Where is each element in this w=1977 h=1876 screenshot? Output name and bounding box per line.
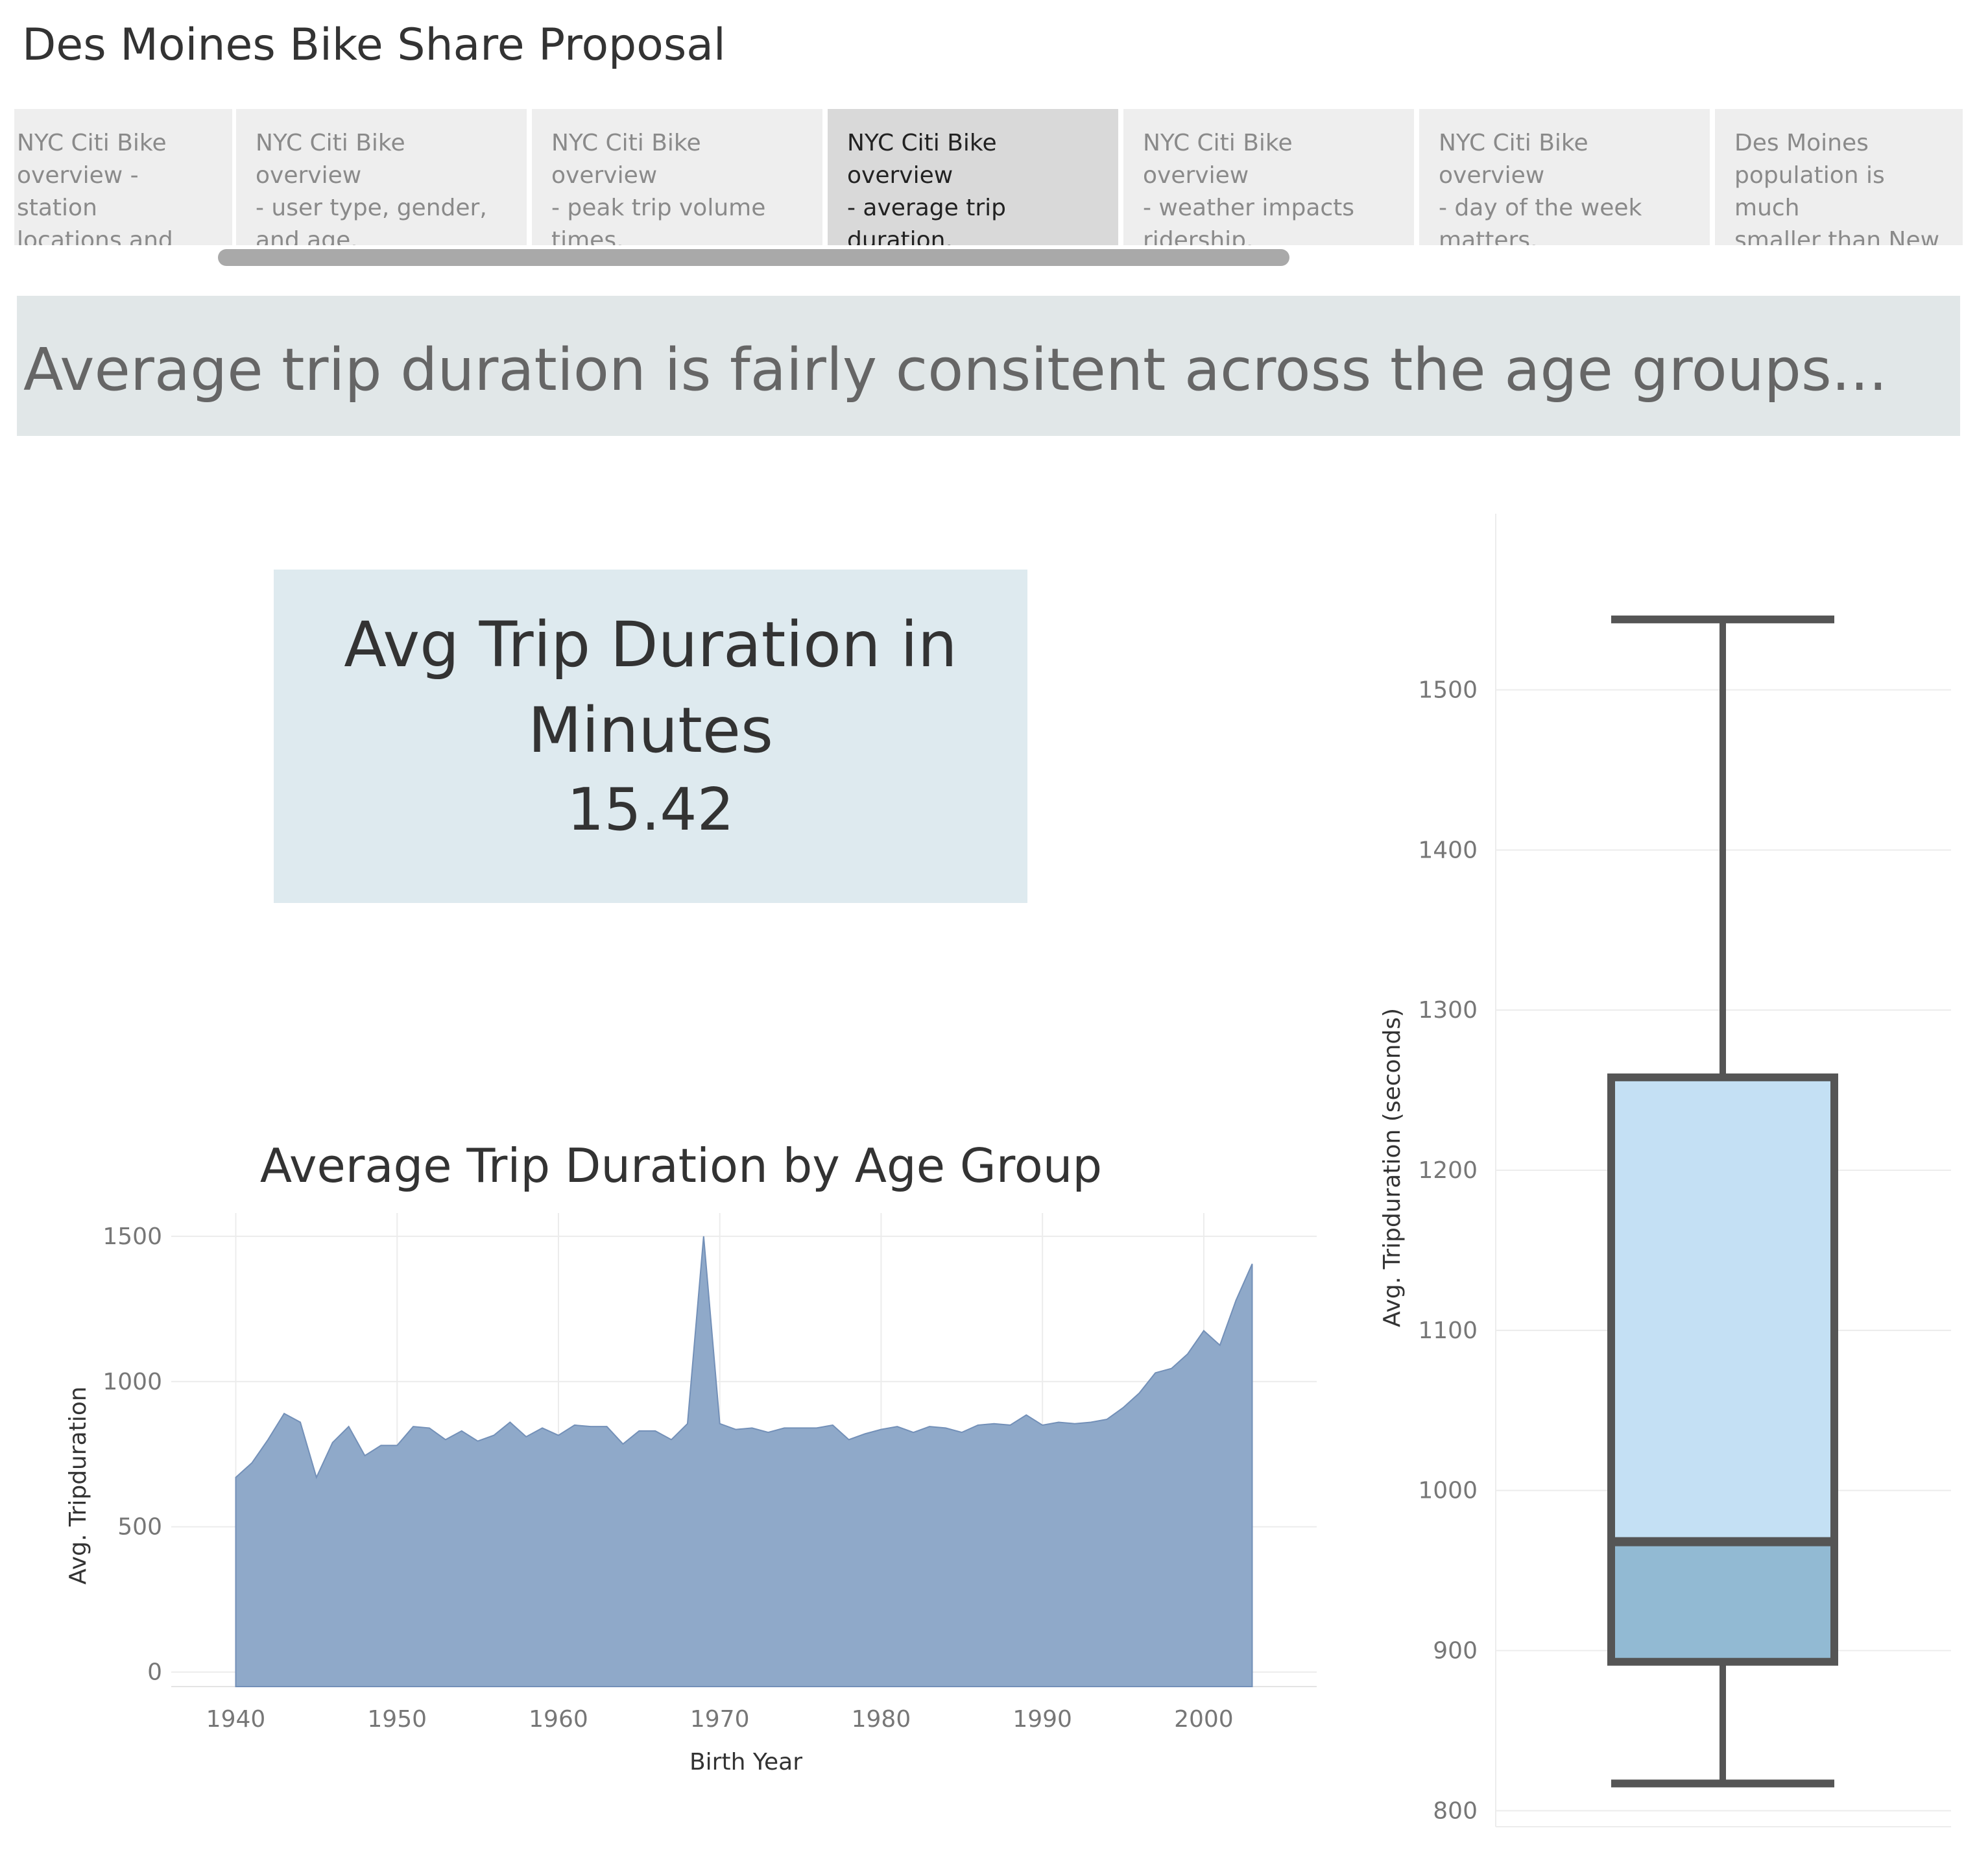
story-point-line: - peak trip volume	[551, 195, 766, 221]
story-point-station-locations[interactable]: NYC Citi Bike overview - station locatio…	[14, 109, 232, 245]
story-navigator: NYC Citi Bike overview - station locatio…	[14, 109, 1963, 245]
kpi-title-line: Minutes	[528, 694, 773, 767]
story-scrollbar-thumb[interactable]	[218, 249, 1289, 266]
kpi-title: Avg Trip Duration in Minutes	[274, 602, 1027, 773]
story-point-line: smaller than New Y..	[1734, 227, 1940, 245]
area-x-tick-label: 1940	[206, 1706, 266, 1733]
story-point-line: locations and us..	[17, 227, 173, 245]
story-point-des-moines-population[interactable]: Des Moines population is much smaller th…	[1715, 109, 1963, 245]
box-y-tick-label: 800	[1433, 1798, 1478, 1824]
box-upper-quartile[interactable]	[1611, 1077, 1834, 1542]
area-chart-title: Average Trip Duration by Age Group	[260, 1138, 1102, 1193]
area-y-tick-label: 1500	[102, 1223, 162, 1250]
kpi-title-line: Avg Trip Duration in	[344, 608, 957, 681]
box-y-tick-label: 1500	[1418, 677, 1478, 704]
area-chart: Average Trip Duration by Age Group 1940 1…	[65, 1138, 1317, 1775]
kpi-card: Avg Trip Duration in Minutes 15.42	[274, 570, 1027, 903]
box-y-tick-label: 1400	[1418, 837, 1478, 863]
area-x-tick-label: 2000	[1174, 1706, 1234, 1733]
story-point-peak-trip-volume[interactable]: NYC Citi Bike overview - peak trip volum…	[532, 109, 822, 245]
story-point-line: NYC Citi Bike overview	[551, 130, 701, 189]
area-y-axis-label: Avg. Tripduration	[65, 1386, 91, 1584]
story-point-line: NYC Citi Bike overview	[256, 130, 405, 189]
area-y-tick-label: 500	[117, 1514, 162, 1541]
caption-text: Average trip duration is fairly consiten…	[23, 336, 1887, 404]
story-point-line: duration.	[847, 227, 953, 245]
story-point-weather-impacts[interactable]: NYC Citi Bike overview - weather impacts…	[1123, 109, 1414, 245]
story-point-line: matters.	[1439, 227, 1538, 245]
area-y-tick-label: 0	[147, 1659, 162, 1686]
area-series[interactable]	[235, 1236, 1253, 1687]
story-point-average-trip-duration[interactable]: NYC Citi Bike overview - average trip du…	[828, 109, 1118, 245]
story-point-line: times.	[551, 227, 624, 245]
story-point-day-of-week[interactable]: NYC Citi Bike overview - day of the week…	[1419, 109, 1710, 245]
area-x-tick-label: 1980	[852, 1706, 911, 1733]
box-plot-ticks: 800 900 1000 1100 1200 1300 1400 1500	[1418, 677, 1478, 1825]
story-point-line: - weather impacts	[1143, 195, 1355, 221]
box-y-tick-label: 1200	[1418, 1157, 1478, 1184]
story-point-line: NYC Citi Bike overview	[847, 130, 997, 189]
story-point-line: NYC Citi Bike overview	[1143, 130, 1293, 189]
kpi-value: 15.42	[567, 776, 734, 844]
box-y-tick-label: 1300	[1418, 997, 1478, 1024]
box-y-axis-label: Avg. Tripduration (seconds)	[1379, 1008, 1406, 1327]
box-plot: 800 900 1000 1100 1200 1300 1400 1500 Avg. Trip…	[1379, 514, 1951, 1827]
box-lower-quartile[interactable]	[1611, 1541, 1834, 1662]
area-y-tick-label: 1000	[102, 1369, 162, 1395]
story-title: Des Moines Bike Share Proposal	[22, 19, 726, 71]
area-x-tick-label: 1990	[1012, 1706, 1072, 1733]
story-point-line: Des Moines	[1734, 130, 1869, 156]
story-point-line: and age.	[256, 227, 358, 245]
story-point-user-type[interactable]: NYC Citi Bike overview - user type, gend…	[236, 109, 527, 245]
box-plot-marks[interactable]	[1607, 615, 1838, 1788]
caption-banner: Average trip duration is fairly consiten…	[17, 296, 1960, 436]
area-x-tick-label: 1970	[690, 1706, 750, 1733]
story-point-line: overview - station	[17, 162, 139, 221]
area-chart-ticks: 1940 1950 1960 1970 1980 1990 2000 0 500 1000 1500	[102, 1223, 1233, 1733]
area-x-tick-label: 1960	[529, 1706, 588, 1733]
area-x-tick-label: 1950	[367, 1706, 427, 1733]
story-point-line: ridership.	[1143, 227, 1254, 245]
story-point-line: NYC Citi Bike overview	[1439, 130, 1588, 189]
box-y-tick-label: 900	[1433, 1637, 1478, 1664]
area-x-axis-label: Birth Year	[689, 1749, 802, 1775]
story-point-line: - day of the week	[1439, 195, 1642, 221]
story-point-line: NYC Citi Bike	[17, 130, 167, 156]
story-point-line: population is much	[1734, 162, 1885, 221]
box-y-tick-label: 1000	[1418, 1478, 1478, 1504]
story-point-line: - user type, gender,	[256, 195, 487, 221]
story-point-line: - average trip	[847, 195, 1007, 221]
box-outline	[1607, 1073, 1838, 1666]
box-y-tick-label: 1100	[1418, 1317, 1478, 1344]
